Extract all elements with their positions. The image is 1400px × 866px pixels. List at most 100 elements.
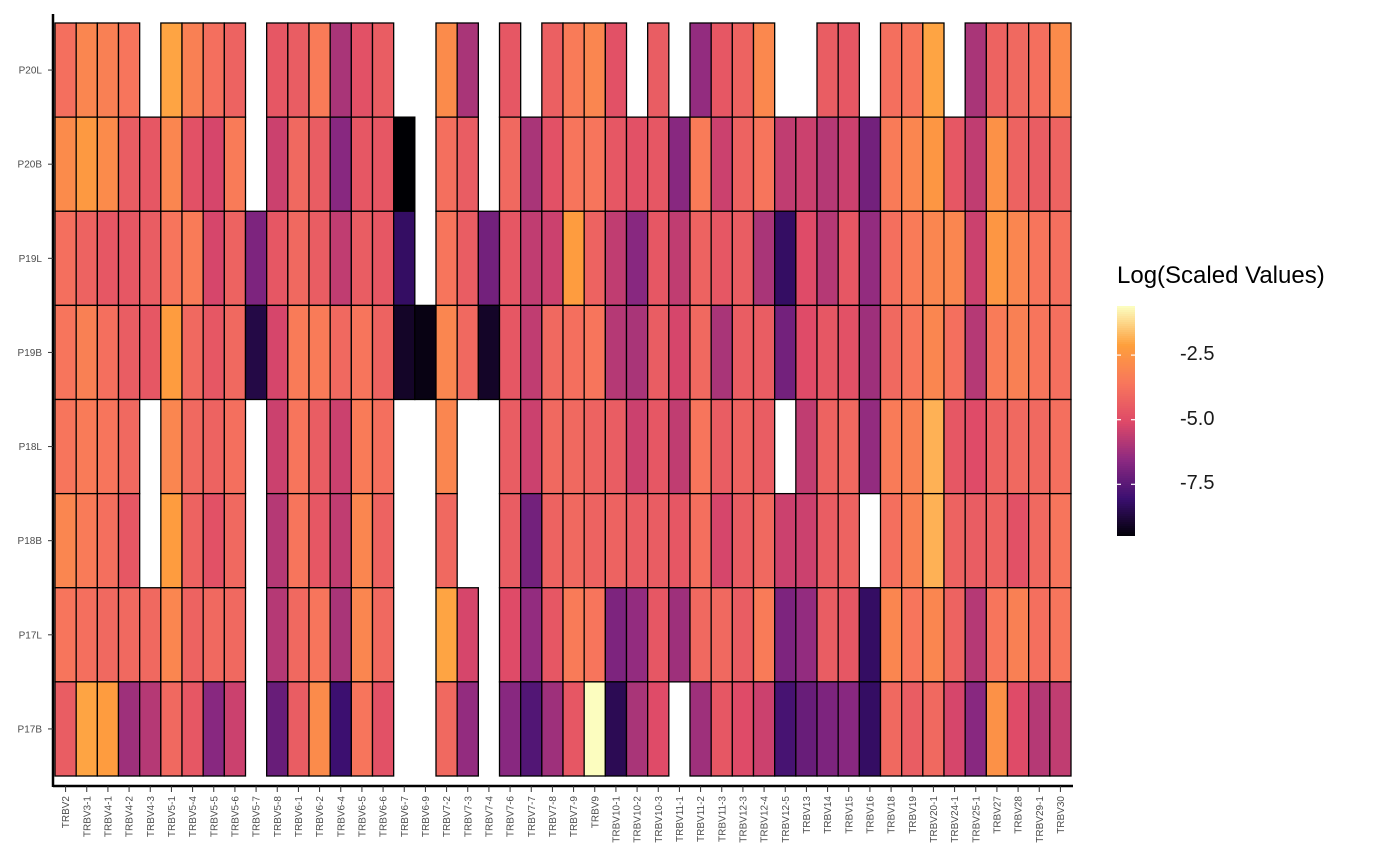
heatmap-cell-P18L-TRBV15 xyxy=(837,398,860,495)
heatmap-cell-P19L-TRBV5-1 xyxy=(160,210,183,307)
heatmap-cell-P17L-TRBV27 xyxy=(985,587,1009,683)
heatmap-cell-P19L-TRBV19 xyxy=(901,210,924,307)
heatmap-cell-P17L-TRBV10-3 xyxy=(647,587,670,683)
colorbar-segment xyxy=(1117,434,1135,437)
heatmap-cell-P18L-TRBV19 xyxy=(901,398,924,495)
heatmap-cell-P18L-TRBV12-4 xyxy=(752,398,776,495)
heatmap-cell-P19L-TRBV10-1 xyxy=(604,210,628,307)
colorbar-segment xyxy=(1117,378,1135,381)
colorbar-segment xyxy=(1117,344,1135,347)
colorbar-segment xyxy=(1117,370,1135,373)
heatmap-cell-P17B-TRBV6-4 xyxy=(329,681,352,777)
heatmap-cell-P19L-TRBV18 xyxy=(879,210,903,307)
heatmap-cell-P17B-TRBV7-8 xyxy=(541,681,564,777)
colorbar-segment xyxy=(1117,388,1135,391)
heatmap-cell-P18L-TRBV25-1 xyxy=(964,398,987,495)
heatmap-cell-P19B-TRBV5-6 xyxy=(223,304,247,401)
y-tick-label-P17B: P17B xyxy=(18,724,43,735)
x-tick-label-TRBV6-9: TRBV6-9 xyxy=(421,796,432,838)
heatmap-cell-P18B-TRBV11-1 xyxy=(668,492,691,589)
x-tick-label-TRBV10-2: TRBV10-2 xyxy=(633,796,644,843)
heatmap-cell-P18B-TRBV12-4 xyxy=(752,492,776,589)
heatmap-cell-P18B-TRBV6-1 xyxy=(287,492,310,589)
colorbar-segment xyxy=(1117,436,1135,439)
heatmap-cell-P18B-TRBV12-5 xyxy=(774,492,797,589)
heatmap-cell-P17L-TRBV7-2 xyxy=(435,587,458,683)
colorbar-segment xyxy=(1117,368,1135,371)
heatmap-cell-P19L-TRBV12-4 xyxy=(752,210,776,307)
heatmap-cell-P18B-TRBV19 xyxy=(901,492,924,589)
heatmap-cell-P19B-TRBV27 xyxy=(985,304,1009,401)
heatmap-cell-P20L-TRBV5-8 xyxy=(266,22,289,118)
heatmap-cell-P20B-TRBV6-5 xyxy=(350,116,374,212)
heatmap-cell-P20B-TRBV5-4 xyxy=(181,116,204,212)
heatmap-cell-P19L-TRBV7-8 xyxy=(541,210,564,307)
colorbar-segment xyxy=(1117,360,1135,363)
heatmap-cell-P20B-TRBV12-4 xyxy=(752,116,776,212)
heatmap-cell-P18L-TRBV9 xyxy=(583,398,606,495)
colorbar-segment xyxy=(1117,414,1135,417)
heatmap-cell-P17L-TRBV16 xyxy=(858,587,882,683)
colorbar-segment xyxy=(1117,390,1135,393)
heatmap-cell-P19B-TRBV6-2 xyxy=(308,304,331,401)
heatmap-cell-P20L-TRBV18 xyxy=(879,22,903,118)
heatmap-cell-P20L-TRBV11-3 xyxy=(710,22,733,118)
colorbar-segment xyxy=(1117,376,1135,379)
x-tick-label-TRBV6-4: TRBV6-4 xyxy=(336,796,347,838)
heatmap-cell-P20B-TRBV4-3 xyxy=(139,116,162,212)
heatmap-cell-P18B-TRBV10-1 xyxy=(604,492,628,589)
colorbar-segment xyxy=(1117,446,1135,449)
heatmap-cell-P18B-TRBV6-2 xyxy=(308,492,331,589)
heatmap-cell-P20L-TRBV28 xyxy=(1006,22,1030,118)
heatmap-cell-P20B-TRBV6-6 xyxy=(371,116,395,212)
x-tick-label-TRBV19: TRBV19 xyxy=(908,796,919,834)
colorbar-segment xyxy=(1117,314,1135,317)
heatmap-cell-P20B-TRBV19 xyxy=(901,116,924,212)
heatmap-cell-P17L-TRBV5-1 xyxy=(160,587,183,683)
heatmap-cell-P19L-TRBV5-8 xyxy=(266,210,289,307)
heatmap-cell-P17B-TRBV6-2 xyxy=(308,681,331,777)
heatmap-cell-P20B-TRBV15 xyxy=(837,116,860,212)
heatmap-cell-P17B-TRBV19 xyxy=(901,681,924,777)
heatmap-cell-P19B-TRBV2 xyxy=(54,304,77,401)
heatmap-cell-P18L-TRBV7-6 xyxy=(498,398,522,495)
heatmap-cell-P17L-TRBV6-4 xyxy=(329,587,352,683)
heatmap-cell-P19L-TRBV7-4 xyxy=(477,210,501,307)
heatmap-cell-P17B-TRBV4-2 xyxy=(117,681,141,777)
heatmap-cell-P19B-TRBV5-7 xyxy=(244,304,268,401)
colorbar-segment xyxy=(1117,424,1135,427)
heatmap-cell-P18L-TRBV7-9 xyxy=(562,398,585,495)
colorbar-segment xyxy=(1117,342,1135,345)
heatmap-cell-P20B-TRBV27 xyxy=(985,116,1009,212)
colorbar-segment xyxy=(1117,340,1135,343)
y-tick-label-P18B: P18B xyxy=(18,536,43,547)
heatmap-cell-P19B-TRBV6-7 xyxy=(393,304,416,401)
heatmap-cell-P17L-TRBV7-3 xyxy=(456,587,479,683)
heatmap-cell-P20L-TRBV30 xyxy=(1049,22,1072,118)
heatmap-cell-P19L-TRBV5-4 xyxy=(181,210,204,307)
colorbar-segment xyxy=(1117,476,1135,479)
heatmap-cell-P17B-TRBV18 xyxy=(879,681,903,777)
legend-title: Log(Scaled Values) xyxy=(1117,262,1325,289)
heatmap-cell-P17B-TRBV6-5 xyxy=(350,681,374,777)
heatmap-cell-P20B-TRBV18 xyxy=(879,116,903,212)
colorbar-segment xyxy=(1117,320,1135,323)
colorbar-segment xyxy=(1117,374,1135,377)
y-tick-label-P19B: P19B xyxy=(18,348,43,359)
heatmap-cell-P18L-TRBV7-8 xyxy=(541,398,564,495)
colorbar-segment xyxy=(1117,382,1135,385)
heatmap-cell-P18L-TRBV5-1 xyxy=(160,398,183,495)
heatmap-cell-P17L-TRBV7-8 xyxy=(541,587,564,683)
colorbar-segment xyxy=(1117,410,1135,413)
heatmap-cell-P17L-TRBV7-7 xyxy=(520,587,543,683)
colorbar-segment xyxy=(1117,486,1135,489)
heatmap-cell-P17B-TRBV6-6 xyxy=(371,681,395,777)
x-tick-label-TRBV27: TRBV27 xyxy=(992,796,1003,834)
heatmap-cell-P17B-TRBV5-5 xyxy=(202,681,225,777)
heatmap-cell-P19B-TRBV29-1 xyxy=(1028,304,1051,401)
heatmap-cell-P18B-TRBV4-1 xyxy=(96,492,120,589)
heatmap-cell-P20B-TRBV10-2 xyxy=(625,116,649,212)
heatmap-cell-P20B-TRBV6-2 xyxy=(308,116,331,212)
colorbar-segment xyxy=(1117,490,1135,493)
heatmap-cell-P17L-TRBV7-9 xyxy=(562,587,585,683)
